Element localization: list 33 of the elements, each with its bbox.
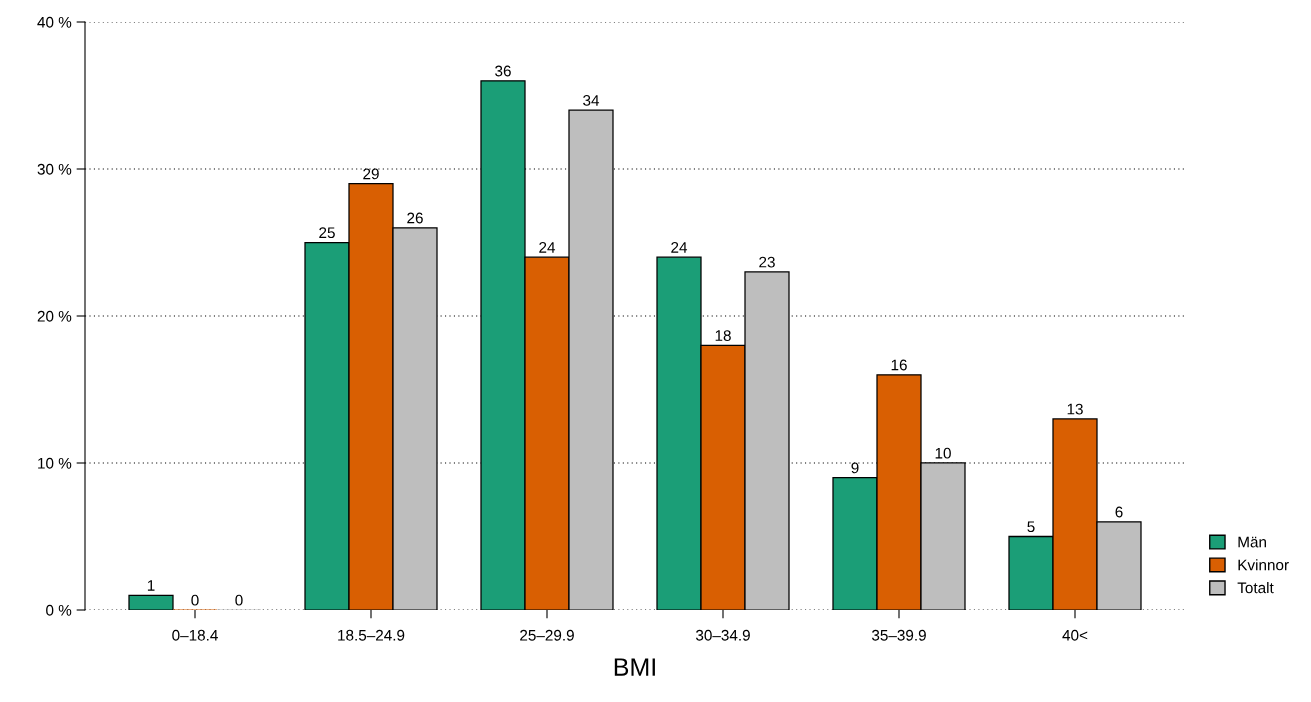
data-label: 36 (495, 65, 511, 77)
x-tick-label: 18.5–24.9 (338, 629, 405, 641)
y-tick-label: 10 % (38, 457, 72, 469)
data-label: 0 (191, 594, 199, 606)
data-label: 10 (935, 447, 951, 459)
legend-label: Män (1238, 536, 1266, 548)
y-tick-label: 0 % (46, 604, 72, 616)
data-label: 24 (539, 241, 556, 253)
x-tick-label: 40< (1062, 629, 1088, 641)
data-label: 9 (851, 462, 859, 474)
x-tick-label: 0–18.4 (172, 629, 218, 641)
x-axis-title: BMI (614, 658, 655, 676)
x-tick-label: 30–34.9 (695, 629, 750, 641)
data-label: 1 (147, 580, 155, 591)
data-label: 23 (759, 256, 775, 268)
data-label: 18 (715, 330, 731, 341)
legend-label: Totalt (1237, 582, 1274, 594)
data-label: 16 (891, 359, 907, 371)
x-tick-label: 35–39.9 (871, 629, 926, 641)
data-label: 5 (1027, 521, 1035, 533)
data-label: 26 (407, 212, 423, 224)
data-label: 0 (235, 594, 243, 606)
data-label: 25 (319, 227, 335, 239)
y-tick-label: 40 % (37, 16, 72, 28)
data-label: 34 (583, 94, 600, 106)
data-label: 24 (671, 241, 688, 253)
data-label: 29 (363, 168, 379, 180)
y-tick-label: 30 % (37, 163, 72, 175)
x-tick-label: 25–29.9 (520, 629, 574, 641)
y-tick-label: 20 % (37, 310, 72, 322)
legend-label: Kvinnor (1238, 559, 1289, 571)
data-label: 6 (1115, 506, 1123, 518)
data-label: 13 (1067, 403, 1083, 415)
